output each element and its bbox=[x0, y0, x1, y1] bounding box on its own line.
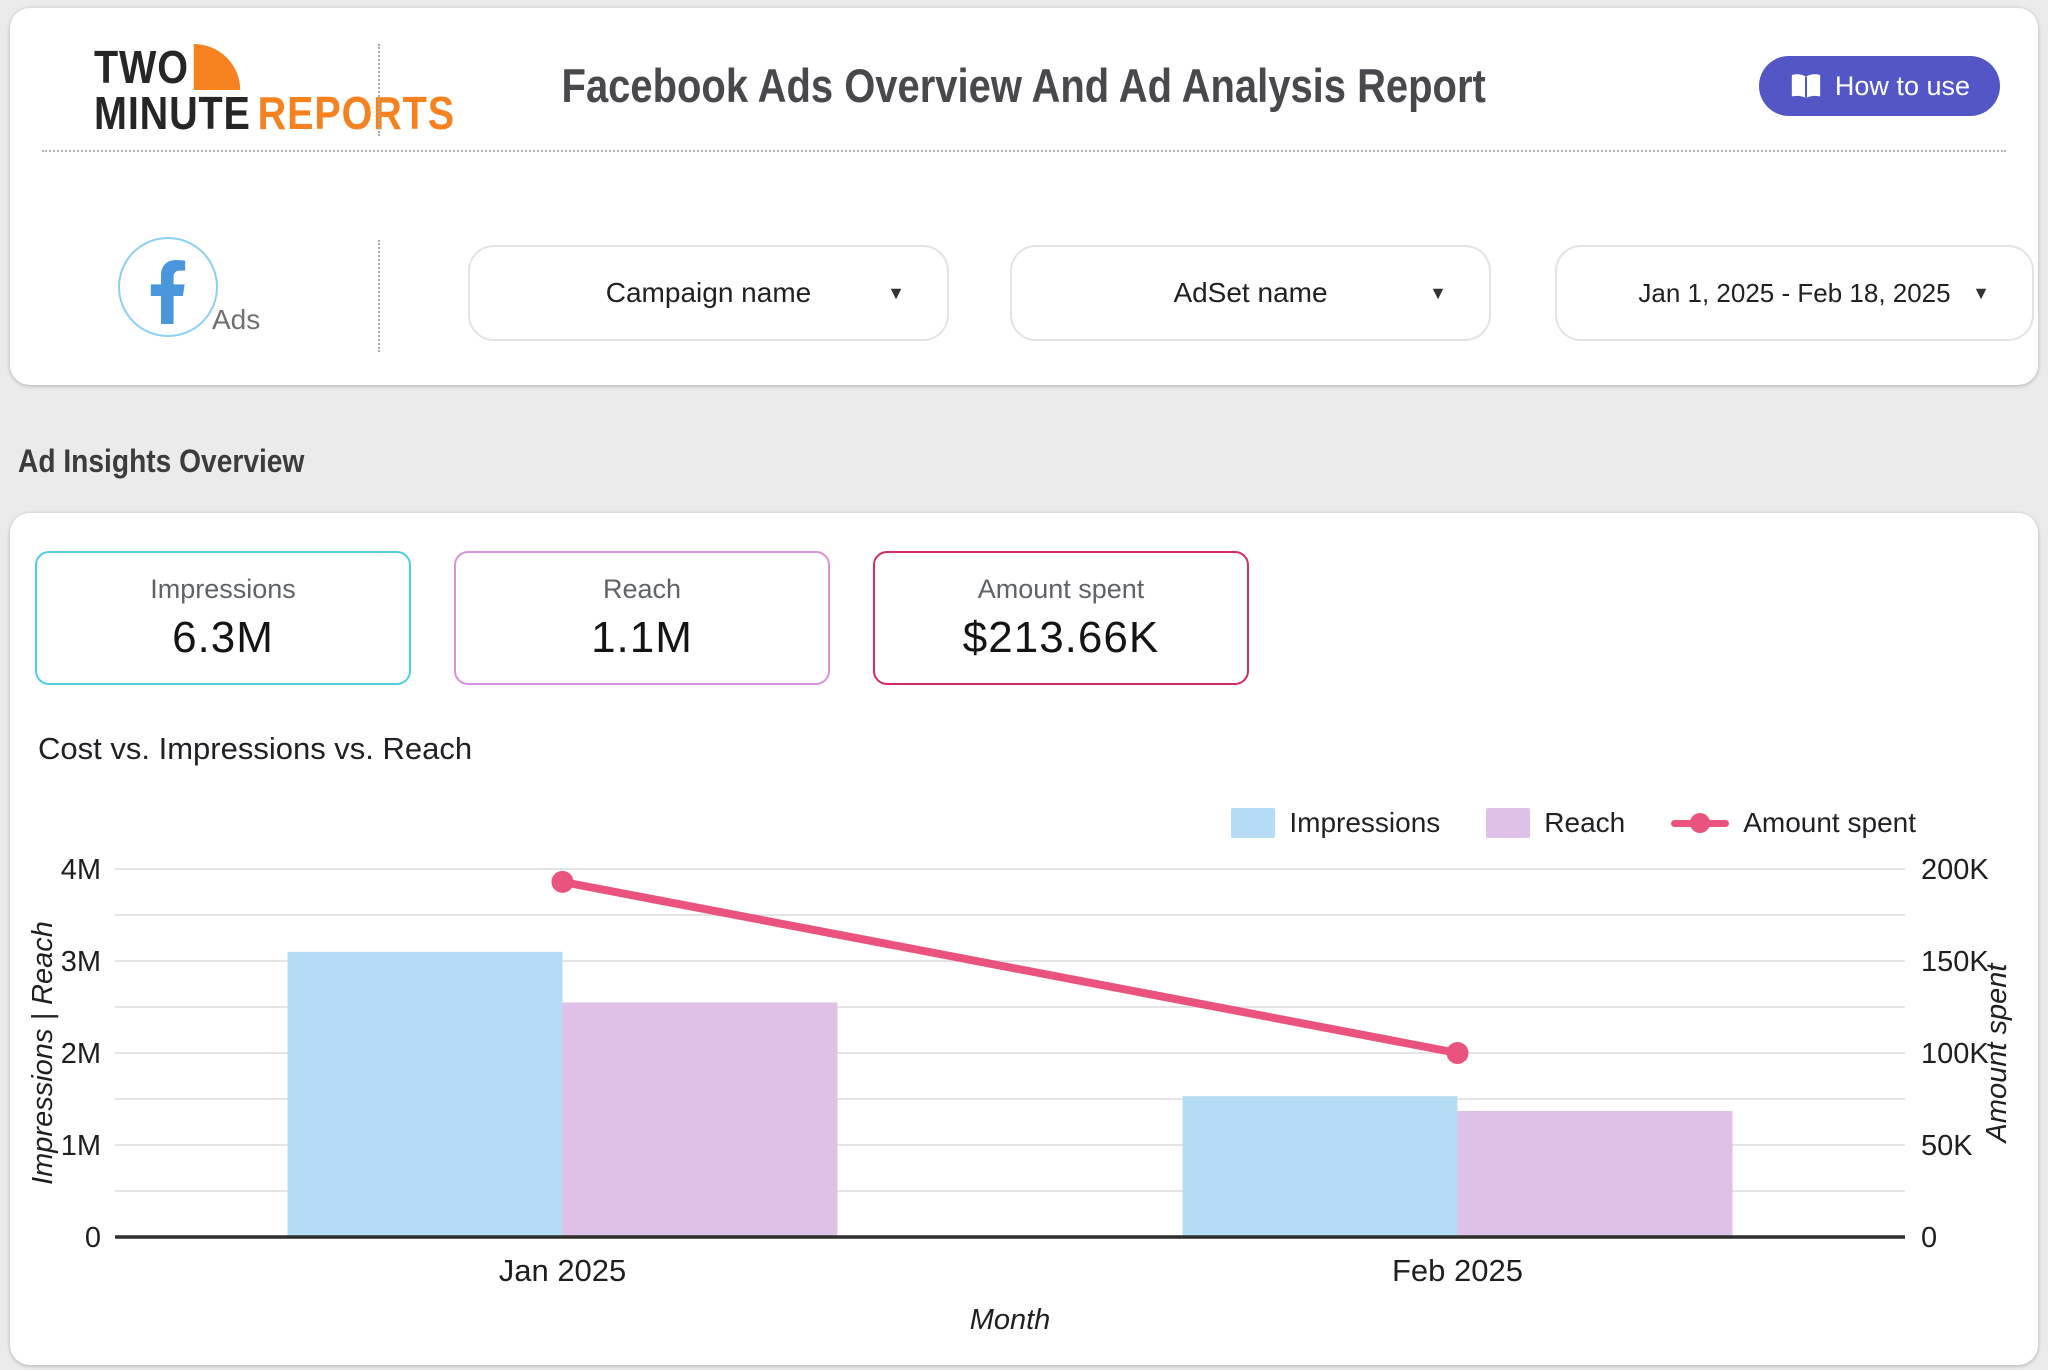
chevron-down-icon: ▼ bbox=[1429, 282, 1447, 303]
left-axis-tick: 3M bbox=[61, 946, 101, 978]
bar-reach-feb-2025[interactable] bbox=[1457, 1110, 1733, 1237]
scorecard-impressions: Impressions 6.3M bbox=[35, 551, 411, 685]
scorecard-value: $213.66K bbox=[962, 612, 1160, 662]
logo-word-reports: REPORTS bbox=[257, 87, 455, 139]
source-label: Ads bbox=[212, 304, 261, 335]
ad-insights-card: Impressions 6.3M Reach 1.1M Amount spent… bbox=[10, 513, 2038, 1365]
bar-impressions-jan-2025[interactable] bbox=[287, 951, 563, 1237]
right-axis-tick: 50K bbox=[1921, 1130, 1973, 1162]
legend-item-reach[interactable]: Reach bbox=[1486, 807, 1625, 839]
left-axis-title: Impressions | Reach bbox=[27, 921, 59, 1185]
legend-label: Reach bbox=[1544, 807, 1626, 838]
two-minute-reports-logo: TWO MINUTE REPORTS bbox=[94, 44, 514, 136]
scorecard-row: Impressions 6.3M Reach 1.1M Amount spent… bbox=[35, 551, 1249, 685]
chevron-down-icon: ▼ bbox=[1972, 282, 1990, 303]
filter-divider bbox=[378, 240, 380, 352]
right-axis-tick: 0 bbox=[1921, 1222, 1937, 1254]
scorecard-label: Amount spent bbox=[977, 573, 1145, 604]
header-card: TWO MINUTE REPORTS Facebook Ads Overview… bbox=[10, 8, 2038, 385]
page-title: Facebook Ads Overview And Ad Analysis Re… bbox=[561, 59, 1487, 112]
facebook-ads-source-badge bbox=[118, 237, 218, 337]
section-title: Ad Insights Overview bbox=[18, 443, 305, 479]
legend-swatch bbox=[1486, 808, 1531, 838]
campaign-name-value: Campaign name bbox=[605, 277, 812, 308]
scorecard-label: Reach bbox=[602, 573, 682, 604]
bar-reach-jan-2025[interactable] bbox=[562, 1002, 838, 1237]
how-to-use-button[interactable]: How to use bbox=[1758, 56, 2000, 116]
legend-item-impressions[interactable]: Impressions bbox=[1231, 807, 1440, 839]
right-axis-tick: 100K bbox=[1921, 1038, 1989, 1070]
how-to-use-label: How to use bbox=[1834, 70, 1970, 101]
left-axis-tick: 2M bbox=[61, 1038, 101, 1070]
logo-word-minute: MINUTE bbox=[94, 87, 251, 139]
right-axis-tick: 150K bbox=[1921, 946, 1989, 978]
x-axis-tick: Feb 2025 bbox=[1392, 1253, 1523, 1288]
left-axis-tick: 0 bbox=[85, 1222, 101, 1254]
scorecard-amount-spent: Amount spent $213.66K bbox=[873, 551, 1249, 685]
left-axis-tick: 1M bbox=[61, 1130, 101, 1162]
scorecard-value: 1.1M bbox=[591, 612, 693, 662]
chevron-down-icon: ▼ bbox=[887, 282, 905, 303]
x-axis-tick: Jan 2025 bbox=[499, 1253, 627, 1288]
right-axis-tick: 200K bbox=[1921, 854, 1989, 886]
campaign-name-dropdown[interactable]: Campaign name ▼ bbox=[468, 245, 949, 341]
scorecard-label: Impressions bbox=[150, 573, 296, 604]
facebook-icon bbox=[150, 260, 186, 324]
book-icon bbox=[1791, 74, 1821, 99]
scorecard-reach: Reach 1.1M bbox=[454, 551, 830, 685]
legend-item-amount-spent[interactable]: Amount spent bbox=[1671, 807, 1916, 839]
point-amount-spent-feb-2025[interactable] bbox=[1446, 1042, 1469, 1064]
combo-chart: 4M 3M 2M 1M 0 200K 150K 100K 50K 0 Impressions | R… bbox=[27, 854, 2013, 1336]
x-axis-title: Month bbox=[970, 1304, 1051, 1336]
logo-word-two: TWO bbox=[94, 41, 189, 93]
header-separator bbox=[42, 150, 2006, 152]
bar-impressions-feb-2025[interactable] bbox=[1182, 1096, 1458, 1237]
scorecard-value: 6.3M bbox=[172, 612, 274, 662]
adset-name-value: AdSet name bbox=[1173, 277, 1328, 308]
date-range-picker[interactable]: Jan 1, 2025 - Feb 18, 2025 ▼ bbox=[1555, 245, 2034, 341]
point-amount-spent-jan-2025[interactable] bbox=[551, 870, 574, 893]
legend-line-swatch bbox=[1671, 813, 1730, 833]
legend-label: Amount spent bbox=[1743, 807, 1916, 838]
legend-label: Impressions bbox=[1289, 807, 1441, 838]
header-divider bbox=[378, 44, 380, 136]
right-axis-title: Amount spent bbox=[1981, 962, 2013, 1145]
date-range-value: Jan 1, 2025 - Feb 18, 2025 bbox=[1638, 277, 1951, 308]
line-amount-spent bbox=[558, 877, 1462, 1057]
left-axis-tick: 4M bbox=[61, 854, 101, 886]
adset-name-dropdown[interactable]: AdSet name ▼ bbox=[1010, 245, 1491, 341]
chart-title: Cost vs. Impressions vs. Reach bbox=[38, 731, 473, 766]
chart-legend: Impressions Reach Amount spent bbox=[1231, 807, 1916, 839]
legend-swatch bbox=[1231, 808, 1276, 838]
